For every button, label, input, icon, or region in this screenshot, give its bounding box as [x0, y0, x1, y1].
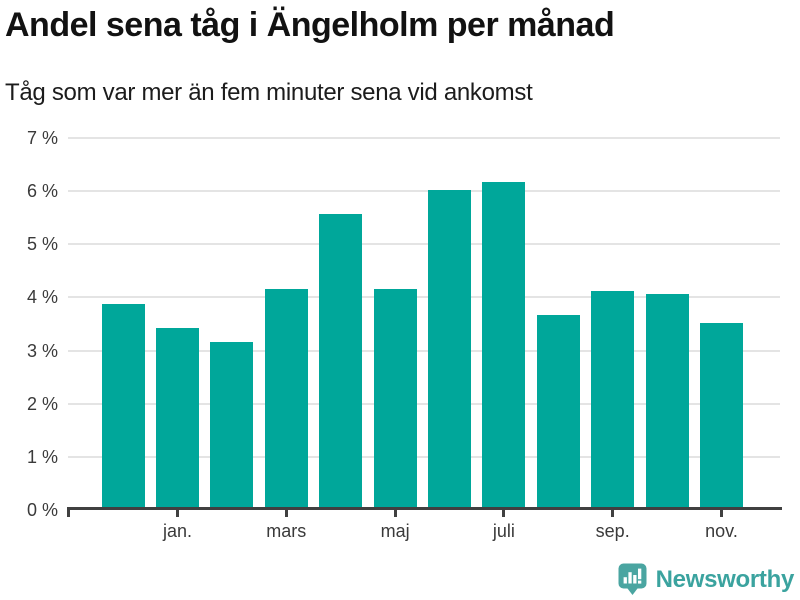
bar-nov	[700, 323, 743, 509]
bar-dec	[101, 304, 145, 509]
x-axis-label-juli: juli	[492, 521, 515, 541]
x-axis-label-jan: jan.	[162, 521, 193, 541]
x-tick-nov	[720, 510, 723, 517]
gridline-1pct	[68, 455, 780, 458]
y-axis-label-1pct: 1 %	[26, 446, 58, 467]
x-axis-label-maj: maj	[380, 521, 410, 541]
bar-juli	[482, 182, 526, 509]
y-axis-label-4pct: 4 %	[26, 287, 58, 308]
logo-bar-chart-glyph	[623, 568, 641, 584]
x-axis-line	[67, 507, 782, 510]
y-axis-label-5pct: 5 %	[26, 234, 58, 255]
y-axis-label-2pct: 2 %	[26, 393, 58, 414]
bar-jan	[156, 328, 199, 509]
gridline-2pct	[68, 402, 780, 405]
gridline-4pct	[68, 296, 780, 299]
gridline-7pct	[68, 137, 780, 139]
bar-mars	[264, 288, 308, 509]
x-tick-juli	[502, 510, 506, 517]
y-axis-label-0pct: 0 %	[26, 500, 58, 520]
brand-name: Newsworthy	[655, 565, 795, 593]
bar-feb	[210, 341, 254, 509]
gridline-3pct	[68, 349, 780, 352]
x-tick-mars	[284, 510, 288, 517]
x-tick-origin	[67, 510, 70, 517]
chart-title: Andel sena tåg i Ängelholm per månad	[5, 6, 615, 44]
x-tick-jan	[176, 510, 179, 517]
y-axis-label-6pct: 6 %	[26, 181, 58, 202]
chart-subtitle: Tåg som var mer än fem minuter sena vid …	[5, 79, 533, 106]
bar-okt	[645, 293, 689, 509]
bar-aug	[536, 315, 580, 509]
bar-sep	[591, 291, 635, 509]
bar-maj	[373, 288, 417, 509]
y-axis-label-7pct: 7 %	[26, 128, 58, 148]
x-axis-label-mars: mars	[266, 521, 307, 541]
gridline-5pct	[68, 243, 780, 246]
bar-apr	[319, 214, 363, 509]
gridline-6pct	[68, 190, 780, 193]
x-tick-maj	[393, 510, 397, 517]
bar-juni	[428, 190, 471, 509]
brand-footer-link[interactable]: Newsworthy	[618, 563, 794, 596]
x-axis-label-sep: sep.	[595, 521, 630, 541]
x-tick-sep	[611, 510, 615, 517]
x-axis-label-nov: nov.	[705, 521, 738, 541]
y-axis-label-3pct: 3 %	[26, 340, 58, 361]
logo-bubble-shape	[618, 563, 647, 595]
newsworthy-logo-icon	[618, 563, 647, 595]
